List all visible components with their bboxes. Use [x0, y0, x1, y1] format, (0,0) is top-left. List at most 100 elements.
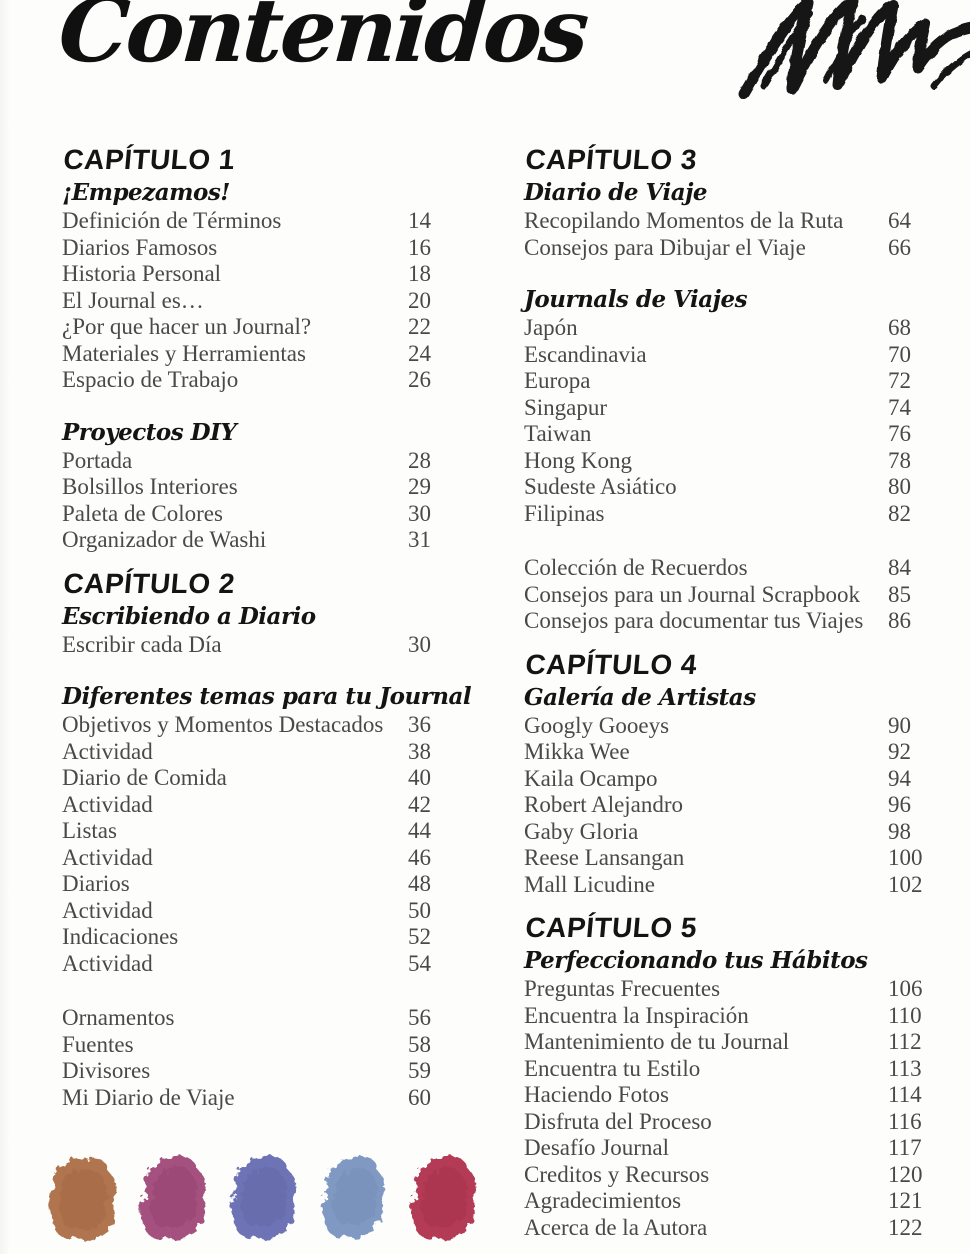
toc-entry-label: Escribir cada Día	[62, 631, 222, 657]
toc-entry-label: Mall Licudine	[524, 871, 655, 897]
toc-entry-label: Europa	[524, 368, 591, 393]
toc-entry: Diarios Famosos 16	[62, 235, 502, 262]
toc-entry-page: 30	[408, 631, 431, 657]
toc-entry: Escandinavia 70	[524, 342, 944, 369]
toc-entry-label: Actividad	[62, 738, 153, 764]
toc-entry-page: 44	[408, 818, 431, 843]
chapter-heading: CAPÍTULO 5	[524, 912, 699, 943]
toc-entry-page: 112	[888, 1029, 922, 1054]
toc-entry-page: 54	[408, 950, 431, 976]
toc-entry-label: Diario de Comida	[62, 765, 227, 790]
toc-entry: Googly Gooeys 90	[524, 713, 944, 740]
toc-entry-label: Diarios	[62, 871, 130, 896]
toc-entry-page: 74	[888, 394, 911, 420]
toc-entry: Objetivos y Momentos Destacados 36	[62, 712, 502, 739]
toc-entry-page: 78	[888, 447, 911, 473]
toc-entry-page: 82	[888, 500, 911, 526]
toc-entry-page: 28	[408, 447, 431, 473]
toc-entry-label: Robert Alejandro	[524, 792, 684, 817]
toc-entry-label: Japón	[524, 315, 578, 340]
toc-entry: Listas 44	[62, 818, 502, 845]
toc-entry-page: 58	[408, 1031, 431, 1057]
toc-entry-page: 113	[888, 1055, 922, 1081]
toc-entry-page: 121	[888, 1188, 923, 1213]
toc-entry: Indicaciones 52	[62, 924, 502, 951]
toc-entry: Bolsillos Interiores 29	[62, 474, 502, 501]
toc-entry-page: 16	[408, 234, 431, 260]
toc-entry-label: Mantenimiento de tu Journal	[524, 1029, 790, 1054]
toc-entry-page: 68	[888, 315, 911, 340]
toc-entry-label: Bolsillos Interiores	[62, 474, 238, 499]
toc-entry-page: 38	[408, 738, 431, 764]
toc-entry-page: 106	[888, 976, 923, 1001]
toc-entry: Escribir cada Día 30	[62, 632, 502, 659]
toc-entry: Consejos para documentar tus Viajes 86	[524, 608, 944, 635]
toc-entry-label: Acerca de la Autora	[524, 1214, 708, 1240]
toc-entry-page: 66	[888, 234, 911, 260]
toc-entry-label: Actividad	[62, 897, 153, 923]
toc-entry-label: Escandinavia	[524, 341, 647, 367]
marker-scribble-icon	[738, 0, 970, 100]
section-subtitle: Diario de Viaje	[524, 179, 708, 206]
toc-entry-page: 85	[888, 581, 911, 607]
toc-entry-label: Actividad	[62, 950, 153, 976]
toc-block: Proyectos DIY Portada 28 Bolsillos Interior…	[62, 418, 502, 554]
toc-entry-label: Googly Gooeys	[524, 712, 670, 738]
toc-entry-page: 102	[888, 871, 923, 897]
toc-entry-page: 42	[408, 791, 431, 817]
toc-entry: Japón 68	[524, 315, 944, 342]
toc-entry-label: Organizador de Washi	[62, 527, 267, 552]
toc-entry: Encuentra la Inspiración 110	[524, 1003, 944, 1030]
toc-entry-page: 56	[408, 1005, 431, 1030]
toc-entry-page: 40	[408, 765, 431, 790]
toc-entry: Organizador de Washi 31	[62, 527, 502, 554]
toc-entry: Paleta de Colores 30	[62, 501, 502, 528]
toc-entry: Actividad 42	[62, 792, 502, 819]
toc-entry-label: ¿Por que hacer un Journal?	[62, 314, 312, 339]
toc-entry: Hong Kong 78	[524, 448, 944, 475]
toc-entry-page: 80	[888, 474, 911, 499]
toc-entry-label: Espacio de Trabajo	[62, 367, 239, 392]
toc-entry: Europa 72	[524, 368, 944, 395]
toc-entry-page: 114	[888, 1082, 922, 1107]
toc-entry: Filipinas 82	[524, 501, 944, 528]
toc-entry: Gaby Gloria 98	[524, 819, 944, 846]
toc-entry-page: 110	[888, 1002, 922, 1028]
toc-entry-label: Disfruta del Proceso	[524, 1108, 712, 1134]
toc-entry-label: Actividad	[62, 791, 153, 817]
toc-entry-label: Fuentes	[62, 1031, 134, 1057]
toc-entry-label: Ornamentos	[62, 1005, 175, 1030]
toc-entry-page: 24	[408, 340, 431, 366]
toc-entry-page: 50	[408, 897, 431, 923]
toc-entry-page: 60	[408, 1084, 431, 1110]
toc-entry-label: Hong Kong	[524, 447, 632, 473]
toc-entry-label: Divisores	[62, 1058, 151, 1083]
berry-pink-paint-swatch	[139, 1155, 206, 1240]
toc-entry: Recopilando Momentos de la Ruta 64	[524, 208, 944, 235]
toc-entry-page: 48	[408, 871, 431, 896]
toc-entry-page: 30	[408, 500, 431, 526]
toc-entry: El Journal es… 20	[62, 288, 502, 315]
toc-entry-page: 84	[888, 555, 911, 580]
toc-block: Colección de Recuerdos 84 Consejos para un…	[524, 555, 944, 635]
toc-entry-label: Gaby Gloria	[524, 818, 639, 844]
toc-entry: Mantenimiento de tu Journal 112	[524, 1029, 944, 1056]
section-subtitle: ¡Empezamos!	[62, 179, 230, 206]
toc-entry: Disfruta del Proceso 116	[524, 1109, 944, 1136]
toc-entry-page: 52	[408, 924, 431, 949]
toc-entry-page: 76	[888, 421, 911, 446]
section-subtitle: Journals de Viajes	[524, 286, 748, 313]
toc-entry-page: 46	[408, 844, 431, 870]
toc-entry: Portada 28	[62, 448, 502, 475]
toc-entry-page: 36	[408, 712, 431, 737]
toc-entry-label: Haciendo Fotos	[524, 1082, 670, 1107]
toc-right-column: CAPÍTULO 3 Diario de Viaje Recopilando Mom…	[524, 142, 944, 1241]
toc-entry-page: 117	[888, 1135, 922, 1160]
toc-block: Journals de Viajes Japón 68 Escandinavia 70 E…	[524, 285, 944, 527]
toc-entry-label: Consejos para Dibujar el Viaje	[524, 234, 806, 260]
toc-entry: Kaila Ocampo 94	[524, 766, 944, 793]
toc-entry-label: Sudeste Asiático	[524, 474, 677, 499]
toc-entry: Encuentra tu Estilo 113	[524, 1056, 944, 1083]
toc-block: CAPÍTULO 1 ¡Empezamos! Definición de Térmi…	[62, 142, 502, 394]
toc-entry-label: Desafío Journal	[524, 1135, 669, 1160]
